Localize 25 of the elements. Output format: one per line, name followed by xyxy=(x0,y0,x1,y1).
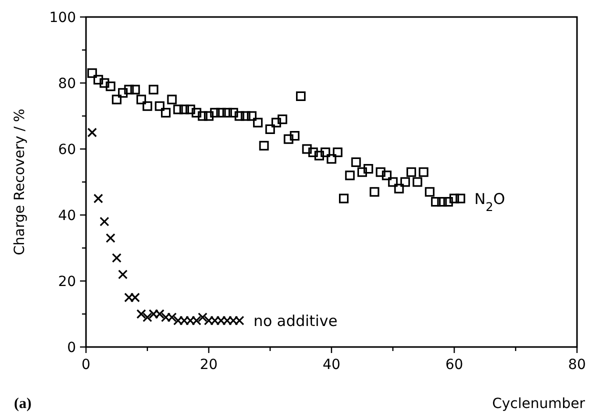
x-axis-title: Cyclenumber xyxy=(492,396,586,412)
series-label: no additive xyxy=(253,312,338,330)
y-tick-label: 40 xyxy=(58,208,76,224)
point xyxy=(142,312,152,322)
point xyxy=(118,270,128,280)
x-tick-label: 0 xyxy=(82,357,90,373)
y-tick-label: 100 xyxy=(49,10,76,26)
point xyxy=(136,309,146,319)
y-tick-label: 0 xyxy=(67,340,76,356)
point xyxy=(87,128,97,138)
point xyxy=(198,312,208,322)
x-tick-label: 40 xyxy=(322,357,340,373)
y-tick-label: 20 xyxy=(58,274,76,290)
y-axis-title: Charge Recovery / % xyxy=(12,108,28,256)
y-tick-label: 60 xyxy=(58,142,76,158)
text: (a) xyxy=(14,396,32,412)
series-label: N$_{2}$O xyxy=(474,190,506,214)
x-tick-label: 80 xyxy=(568,357,586,373)
x-tick-label: 20 xyxy=(200,357,218,373)
point xyxy=(112,253,122,263)
y-tick-label: 80 xyxy=(58,76,76,92)
x-tick-label: 60 xyxy=(445,357,464,373)
point xyxy=(100,216,110,226)
point xyxy=(106,233,116,243)
point xyxy=(93,194,104,204)
